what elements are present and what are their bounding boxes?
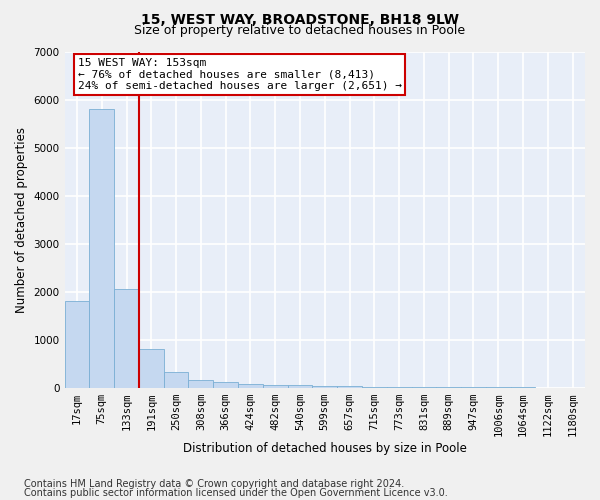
Bar <box>65 302 89 388</box>
Bar <box>164 372 188 388</box>
Bar <box>436 387 461 388</box>
Text: Contains public sector information licensed under the Open Government Licence v3: Contains public sector information licen… <box>24 488 448 498</box>
Y-axis label: Number of detached properties: Number of detached properties <box>15 126 28 312</box>
Bar <box>337 386 362 388</box>
Text: Size of property relative to detached houses in Poole: Size of property relative to detached ho… <box>134 24 466 37</box>
Text: Contains HM Land Registry data © Crown copyright and database right 2024.: Contains HM Land Registry data © Crown c… <box>24 479 404 489</box>
Bar <box>313 386 337 388</box>
Text: 15, WEST WAY, BROADSTONE, BH18 9LW: 15, WEST WAY, BROADSTONE, BH18 9LW <box>141 12 459 26</box>
Bar <box>387 387 412 388</box>
Bar <box>114 290 139 388</box>
Bar <box>412 387 436 388</box>
Bar <box>188 380 213 388</box>
Bar <box>139 350 164 388</box>
Bar <box>89 109 114 388</box>
Bar <box>287 386 313 388</box>
X-axis label: Distribution of detached houses by size in Poole: Distribution of detached houses by size … <box>183 442 467 455</box>
Bar <box>238 384 263 388</box>
Bar <box>362 386 387 388</box>
Bar <box>213 382 238 388</box>
Text: 15 WEST WAY: 153sqm
← 76% of detached houses are smaller (8,413)
24% of semi-det: 15 WEST WAY: 153sqm ← 76% of detached ho… <box>77 58 401 92</box>
Bar <box>263 385 287 388</box>
